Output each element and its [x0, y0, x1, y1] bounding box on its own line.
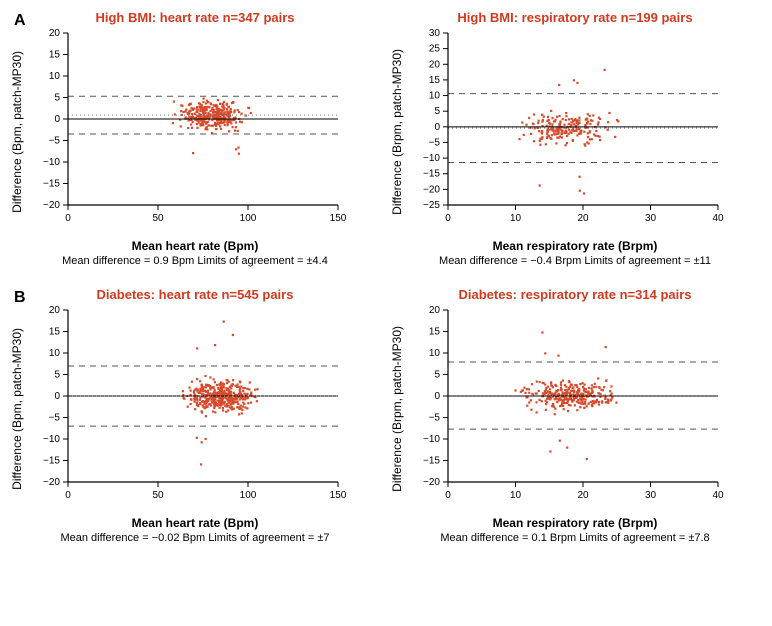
svg-text:50: 50: [152, 213, 164, 224]
svg-text:20: 20: [429, 305, 441, 316]
svg-text:150: 150: [330, 213, 346, 224]
y-axis-label: Difference (Bpm, patch-MP30): [10, 51, 24, 213]
svg-text:15: 15: [429, 327, 441, 338]
svg-text:0: 0: [434, 122, 440, 133]
svg-text:5: 5: [434, 370, 440, 381]
svg-text:−15: −15: [423, 456, 440, 467]
chart-caption: Mean difference = −0.4 Brpm Limits of ag…: [390, 255, 760, 267]
svg-text:15: 15: [429, 75, 441, 86]
chart-title: Diabetes: heart rate n=545 pairs: [10, 287, 380, 302]
chart-title: High BMI: heart rate n=347 pairs: [10, 10, 380, 25]
svg-text:0: 0: [65, 490, 71, 501]
svg-text:0: 0: [445, 213, 451, 224]
svg-text:0: 0: [434, 391, 440, 402]
svg-text:40: 40: [712, 213, 724, 224]
svg-text:20: 20: [49, 28, 61, 39]
chart-caption: Mean difference = −0.02 Bpm Limits of ag…: [10, 532, 380, 544]
svg-text:10: 10: [429, 91, 441, 102]
svg-text:10: 10: [429, 348, 441, 359]
svg-text:−25: −25: [423, 200, 440, 211]
svg-text:10: 10: [49, 71, 61, 82]
chart-caption: Mean difference = 0.1 Brpm Limits of agr…: [390, 532, 760, 544]
svg-text:15: 15: [49, 327, 61, 338]
chart-container-A1: High BMI: heart rate n=347 pairs Differe…: [10, 10, 380, 267]
svg-text:5: 5: [54, 93, 60, 104]
svg-text:0: 0: [54, 114, 60, 125]
y-axis-label: Difference (Bpm, patch-MP30): [10, 328, 24, 490]
chart-A1: 0 50 100 150 −20 −15 −10 −5 0 5 10 15 20: [26, 27, 346, 237]
svg-text:−10: −10: [43, 434, 60, 445]
svg-text:−10: −10: [43, 157, 60, 168]
svg-text:0: 0: [65, 213, 71, 224]
svg-text:10: 10: [510, 213, 522, 224]
svg-text:30: 30: [645, 213, 657, 224]
chart-B2: 0 10 20 30 40 −20 −15 −10 −5 0 5 10 15 20: [406, 304, 726, 514]
panel-A: A High BMI: heart rate n=347 pairs Diffe…: [10, 10, 762, 267]
svg-text:0: 0: [445, 490, 451, 501]
y-axis-label: Difference (Brpm, patch-MP30): [390, 326, 404, 492]
svg-text:0: 0: [54, 391, 60, 402]
svg-text:−20: −20: [423, 184, 440, 195]
chart-container-B1: Diabetes: heart rate n=545 pairs Differe…: [10, 287, 380, 544]
y-axis-label: Difference (Brpm, patch-MP30): [390, 49, 404, 215]
chart-title: Diabetes: respiratory rate n=314 pairs: [390, 287, 760, 302]
svg-text:−20: −20: [43, 477, 60, 488]
chart-A2: 0 10 20 30 40 −25 −20 −15 −10 −5 0 5 10 15 20 25 30: [406, 27, 726, 237]
svg-text:20: 20: [49, 305, 61, 316]
panel-B: B Diabetes: heart rate n=545 pairs Diffe…: [10, 287, 762, 544]
x-axis-label: Mean heart rate (Bpm): [10, 516, 380, 530]
svg-text:30: 30: [429, 28, 441, 39]
chart-container-B2: Diabetes: respiratory rate n=314 pairs D…: [390, 287, 760, 544]
svg-text:15: 15: [49, 50, 61, 61]
svg-text:40: 40: [712, 490, 724, 501]
svg-text:−20: −20: [423, 477, 440, 488]
svg-text:50: 50: [152, 490, 164, 501]
svg-text:30: 30: [645, 490, 657, 501]
x-axis-label: Mean respiratory rate (Brpm): [390, 239, 760, 253]
chart-B1: 0 50 100 150 −20 −15 −10 −5 0 5 10 15 20: [26, 304, 346, 514]
svg-text:20: 20: [577, 490, 589, 501]
svg-text:−15: −15: [43, 456, 60, 467]
svg-text:−10: −10: [423, 153, 440, 164]
svg-text:−5: −5: [49, 136, 61, 147]
svg-text:−5: −5: [429, 137, 441, 148]
svg-text:−15: −15: [423, 169, 440, 180]
svg-text:5: 5: [434, 106, 440, 117]
svg-text:−10: −10: [423, 434, 440, 445]
x-axis-label: Mean heart rate (Bpm): [10, 239, 380, 253]
x-axis-label: Mean respiratory rate (Brpm): [390, 516, 760, 530]
svg-text:100: 100: [240, 490, 257, 501]
chart-container-A2: High BMI: respiratory rate n=199 pairs D…: [390, 10, 760, 267]
svg-text:−5: −5: [49, 413, 61, 424]
svg-text:20: 20: [577, 213, 589, 224]
svg-text:−20: −20: [43, 200, 60, 211]
figure: A High BMI: heart rate n=347 pairs Diffe…: [10, 10, 762, 544]
svg-text:10: 10: [510, 490, 522, 501]
chart-caption: Mean difference = 0.9 Bpm Limits of agre…: [10, 255, 380, 267]
chart-title: High BMI: respiratory rate n=199 pairs: [390, 10, 760, 25]
svg-text:150: 150: [330, 490, 346, 501]
svg-text:20: 20: [429, 59, 441, 70]
svg-text:10: 10: [49, 348, 61, 359]
svg-text:−5: −5: [429, 413, 441, 424]
svg-text:5: 5: [54, 370, 60, 381]
svg-text:100: 100: [240, 213, 257, 224]
svg-text:−15: −15: [43, 179, 60, 190]
svg-text:25: 25: [429, 44, 441, 55]
